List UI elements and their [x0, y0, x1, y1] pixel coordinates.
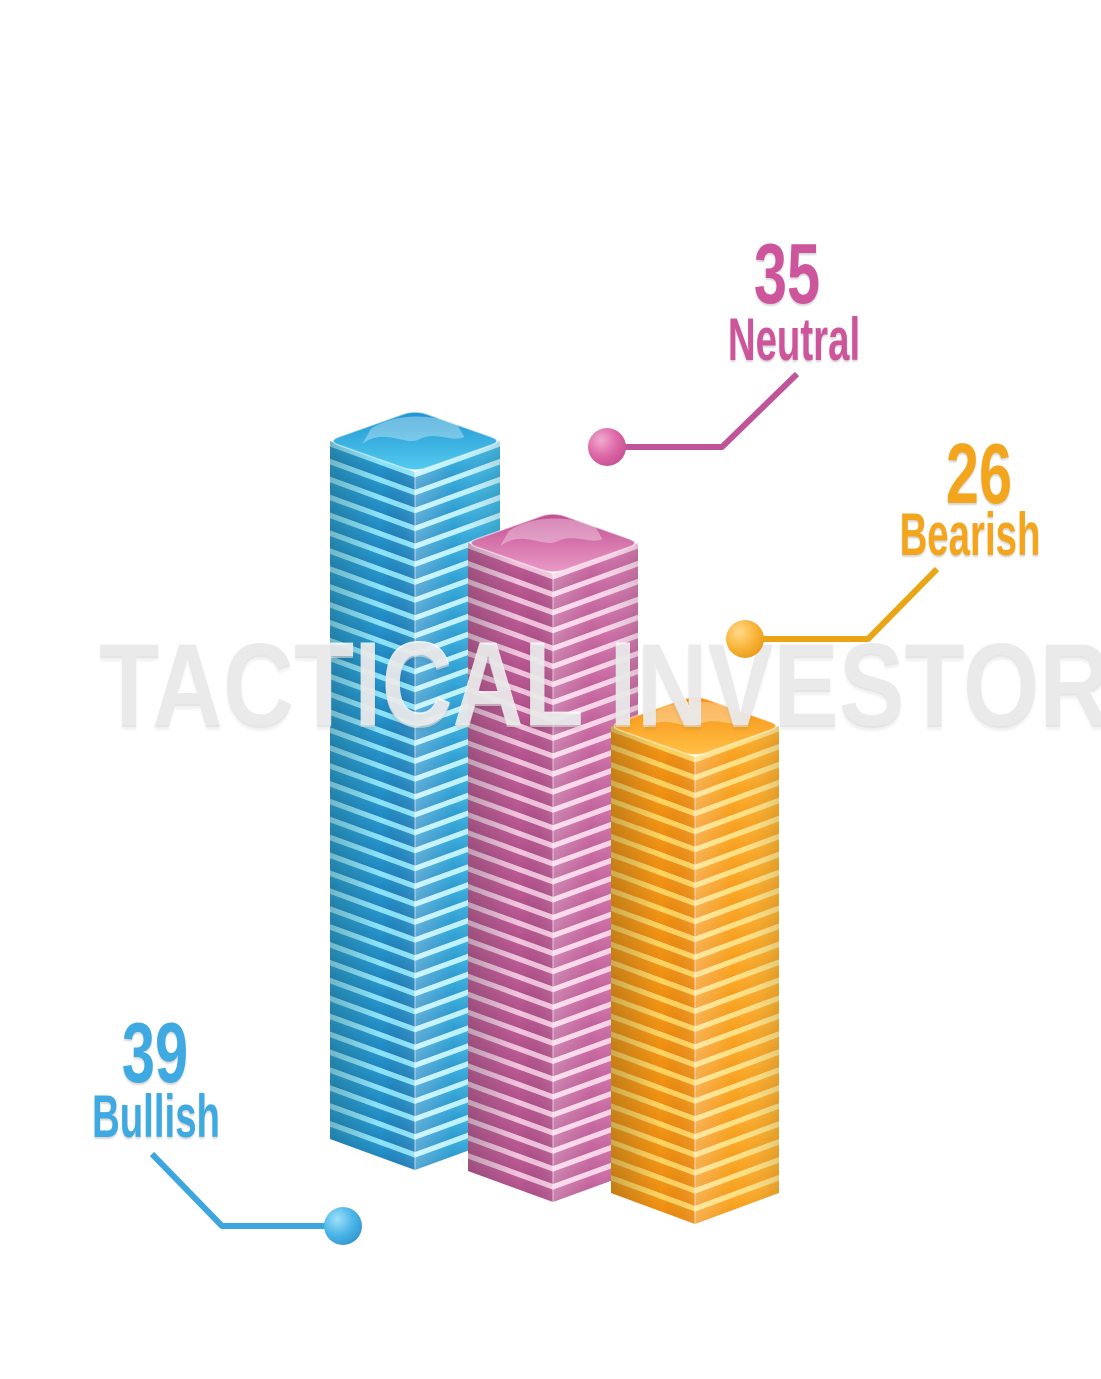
callout-line [149, 1151, 343, 1229]
cap-gloss [500, 518, 603, 546]
bullish-category-label: Bullish [91, 1083, 221, 1150]
face-shading-left [330, 441, 415, 1170]
bar-cap [332, 411, 498, 471]
callout-neutral [588, 371, 800, 466]
callout-line [745, 566, 940, 642]
face-shading-left [468, 543, 553, 1202]
bullish-value-label: 39 [121, 1006, 189, 1101]
bar-bearish [611, 696, 779, 1224]
callout-bearish [726, 566, 940, 658]
face-shading-right [695, 726, 779, 1224]
neutral-value-label: 35 [753, 227, 821, 322]
neutral-category-label: Neutral [727, 306, 861, 373]
face-shading-left [611, 726, 695, 1224]
bearish-value-label: 26 [945, 427, 1013, 522]
bar-cap [613, 696, 777, 756]
bearish-category-label: Bearish [899, 501, 1041, 568]
cap-gloss [642, 701, 744, 729]
bar-cap [470, 513, 636, 573]
callout-line [607, 371, 800, 450]
callout-dot [324, 1207, 362, 1245]
cap-gloss [362, 416, 465, 444]
callout-dot [588, 428, 626, 466]
callout-dot [726, 620, 764, 658]
watermark-text: TACTICAL INVESTOR [99, 619, 1101, 753]
callout-bullish [149, 1151, 362, 1245]
